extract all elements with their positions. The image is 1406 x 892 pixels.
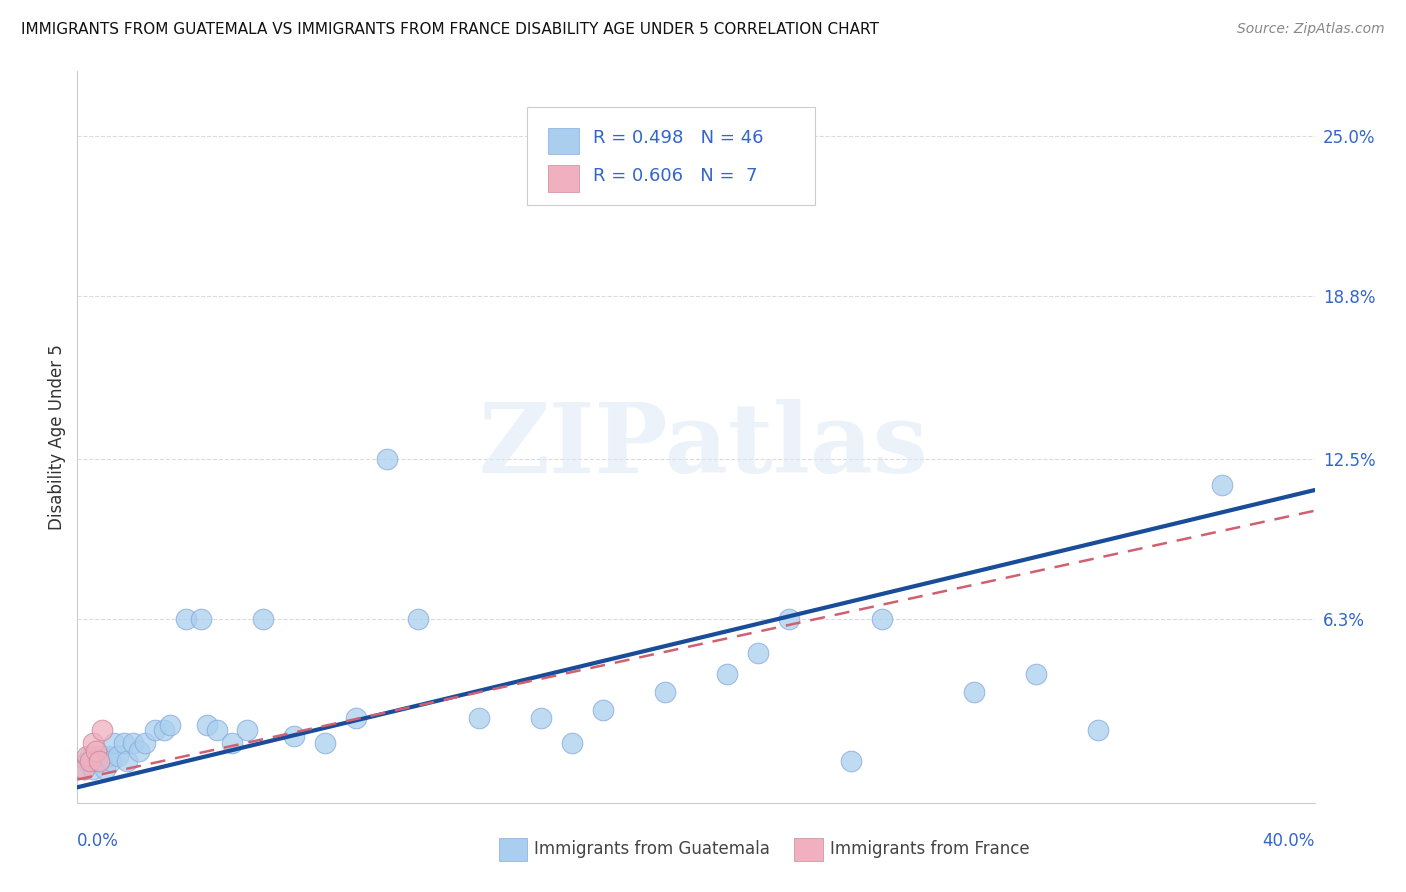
- Point: [94, 762, 117, 776]
- Text: 40.0%: 40.0%: [1263, 832, 1315, 850]
- Y-axis label: Disability Age Under 5: Disability Age Under 5: [48, 344, 66, 530]
- Point: [252, 612, 274, 626]
- Text: Source: ZipAtlas.com: Source: ZipAtlas.com: [1237, 22, 1385, 37]
- Point: [236, 723, 259, 738]
- Point: [91, 749, 114, 764]
- Point: [143, 723, 166, 738]
- Point: [190, 612, 212, 626]
- Point: [122, 736, 145, 750]
- Point: [82, 736, 104, 750]
- Point: [1025, 666, 1047, 681]
- Point: [406, 612, 429, 626]
- Text: IMMIGRANTS FROM GUATEMALA VS IMMIGRANTS FROM FRANCE DISABILITY AGE UNDER 5 CORRE: IMMIGRANTS FROM GUATEMALA VS IMMIGRANTS …: [21, 22, 879, 37]
- Point: [654, 684, 676, 698]
- Point: [159, 718, 181, 732]
- Point: [100, 755, 122, 769]
- Text: R = 0.498   N = 46: R = 0.498 N = 46: [593, 129, 763, 147]
- Point: [344, 710, 367, 724]
- Point: [128, 744, 150, 758]
- Point: [72, 762, 94, 776]
- Point: [87, 755, 110, 769]
- Point: [72, 762, 94, 776]
- Point: [1087, 723, 1109, 738]
- Point: [195, 718, 218, 732]
- Point: [963, 684, 986, 698]
- Point: [205, 723, 228, 738]
- Point: [112, 736, 135, 750]
- Point: [561, 736, 583, 750]
- Point: [87, 755, 110, 769]
- Point: [76, 755, 98, 769]
- Point: [97, 749, 120, 764]
- Text: Immigrants from Guatemala: Immigrants from Guatemala: [534, 840, 770, 858]
- Point: [103, 736, 125, 750]
- Point: [174, 612, 197, 626]
- Point: [79, 749, 101, 764]
- Point: [79, 755, 101, 769]
- Point: [375, 452, 398, 467]
- Text: R = 0.606   N =  7: R = 0.606 N = 7: [593, 167, 758, 185]
- Point: [530, 710, 553, 724]
- Point: [468, 710, 491, 724]
- Point: [592, 703, 614, 717]
- Point: [76, 749, 98, 764]
- Point: [283, 729, 305, 743]
- Point: [314, 736, 336, 750]
- Point: [716, 666, 738, 681]
- Text: 0.0%: 0.0%: [77, 832, 120, 850]
- Point: [134, 736, 156, 750]
- Text: ZIPatlas: ZIPatlas: [478, 399, 928, 493]
- Point: [115, 755, 138, 769]
- Point: [84, 749, 107, 764]
- Point: [153, 723, 176, 738]
- Point: [84, 744, 107, 758]
- Point: [1211, 478, 1233, 492]
- Point: [778, 612, 800, 626]
- Point: [82, 762, 104, 776]
- Point: [107, 749, 129, 764]
- Point: [221, 736, 243, 750]
- Text: Immigrants from France: Immigrants from France: [830, 840, 1029, 858]
- Point: [91, 723, 114, 738]
- Point: [870, 612, 893, 626]
- Point: [747, 646, 769, 660]
- Point: [839, 755, 862, 769]
